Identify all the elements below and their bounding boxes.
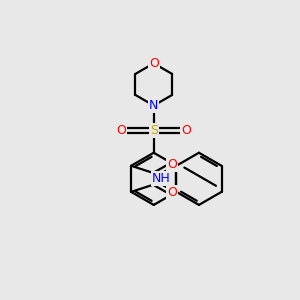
Text: O: O [149, 57, 159, 70]
Text: O: O [167, 186, 177, 200]
Text: S: S [150, 124, 158, 137]
Text: O: O [181, 124, 191, 137]
Text: O: O [116, 124, 126, 137]
Text: NH: NH [152, 172, 171, 185]
Text: O: O [167, 158, 177, 171]
Text: N: N [149, 99, 158, 112]
